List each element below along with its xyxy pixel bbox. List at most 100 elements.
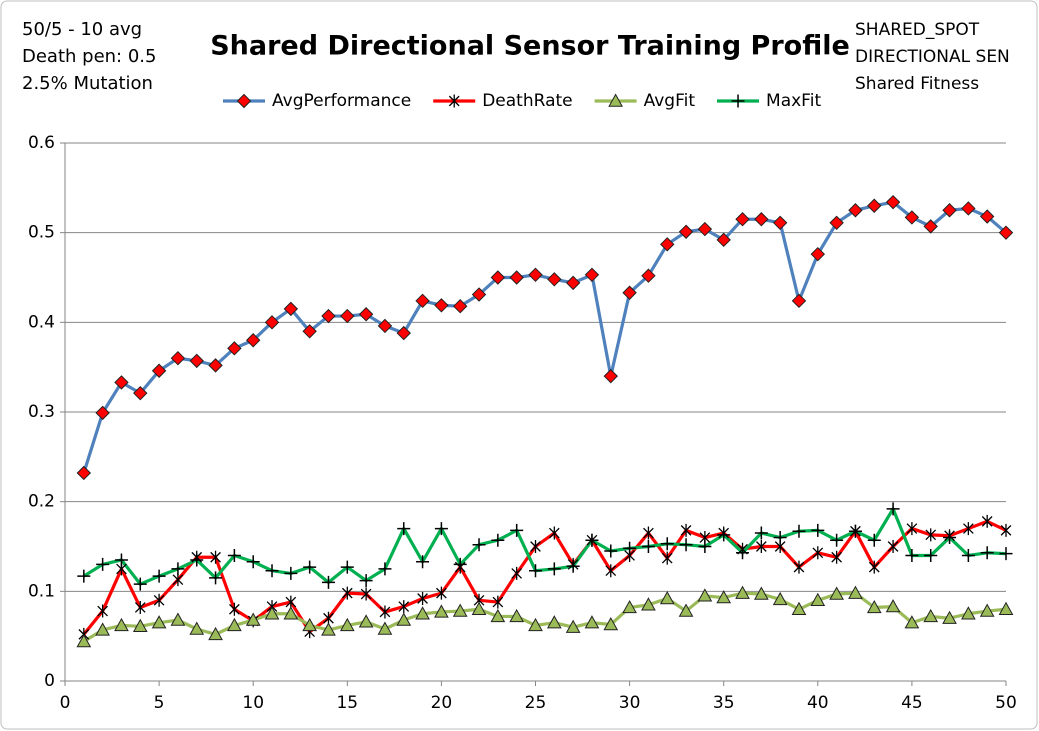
marker — [95, 622, 110, 636]
marker — [303, 560, 317, 574]
x-tick-label: 50 — [995, 693, 1017, 713]
marker — [490, 608, 506, 623]
marker — [114, 617, 129, 632]
marker — [756, 540, 767, 553]
marker — [284, 566, 298, 580]
marker — [811, 523, 825, 537]
note-right: Shared Fitness — [855, 74, 979, 94]
marker — [321, 575, 335, 589]
marker — [943, 531, 957, 545]
marker — [339, 617, 355, 632]
marker — [641, 597, 656, 611]
marker — [151, 363, 167, 378]
legend-marker — [448, 94, 460, 108]
marker — [736, 546, 750, 560]
marker — [584, 615, 600, 629]
marker — [509, 270, 524, 285]
marker — [942, 203, 957, 218]
x-tick-label: 30 — [619, 693, 641, 713]
note-right: SHARED_SPOT — [855, 20, 980, 40]
marker — [379, 605, 391, 619]
marker — [848, 585, 863, 599]
y-tick-label: 0 — [44, 671, 55, 691]
marker — [980, 546, 994, 560]
marker — [76, 634, 92, 648]
marker — [885, 194, 901, 210]
marker — [97, 604, 108, 618]
marker — [245, 612, 261, 626]
marker — [171, 562, 185, 576]
marker — [415, 606, 430, 620]
marker — [264, 315, 280, 330]
marker — [680, 523, 692, 537]
marker — [132, 618, 148, 633]
marker — [963, 522, 974, 536]
marker — [925, 528, 937, 542]
marker — [661, 551, 673, 565]
marker — [133, 385, 148, 401]
marker — [189, 353, 204, 369]
marker — [471, 601, 487, 615]
marker — [434, 298, 449, 313]
marker — [321, 308, 336, 324]
marker — [923, 608, 939, 623]
x-tick-label: 40 — [807, 693, 829, 713]
marker — [229, 602, 240, 616]
marker — [793, 560, 805, 574]
chart-title: Shared Directional Sensor Training Profi… — [210, 31, 850, 62]
marker — [153, 593, 165, 607]
marker — [753, 586, 769, 600]
x-tick-label: 20 — [431, 693, 453, 713]
marker — [829, 586, 844, 600]
marker — [227, 341, 242, 356]
marker — [754, 526, 768, 540]
marker — [546, 615, 562, 629]
marker — [453, 557, 467, 571]
marker — [378, 562, 392, 576]
marker — [227, 617, 242, 632]
marker — [678, 603, 694, 617]
legend-marker — [608, 93, 623, 107]
marker — [189, 621, 205, 635]
marker — [340, 308, 355, 324]
marker — [717, 528, 731, 542]
marker — [961, 606, 976, 620]
marker — [697, 588, 713, 602]
marker — [283, 301, 299, 317]
marker — [302, 617, 318, 632]
marker — [605, 564, 617, 578]
marker — [831, 550, 842, 564]
marker — [1000, 523, 1012, 537]
marker — [886, 502, 900, 516]
marker — [924, 548, 938, 562]
marker — [114, 375, 129, 390]
marker — [377, 318, 393, 334]
y-tick-label: 0.1 — [28, 581, 55, 601]
marker — [999, 547, 1013, 561]
marker — [867, 533, 881, 547]
marker — [773, 531, 787, 545]
legend-marker — [236, 93, 252, 109]
marker — [227, 548, 241, 562]
marker — [530, 540, 541, 553]
marker — [548, 526, 560, 540]
marker — [961, 548, 975, 562]
marker — [510, 523, 524, 537]
marker — [453, 298, 468, 314]
marker — [848, 203, 863, 218]
marker — [208, 626, 223, 641]
marker — [603, 368, 618, 384]
legend: AvgPerformance DeathRate AvgFit MaxFit — [223, 91, 821, 111]
marker — [340, 560, 354, 574]
marker — [866, 599, 882, 614]
marker — [659, 590, 675, 605]
marker — [76, 465, 92, 481]
marker — [735, 585, 750, 599]
marker — [134, 600, 146, 614]
marker — [528, 267, 543, 283]
y-tick-label: 0.5 — [28, 223, 55, 243]
marker — [904, 210, 920, 225]
x-tick-label: 10 — [242, 693, 264, 713]
legend-label: DeathRate — [482, 91, 572, 111]
marker — [528, 617, 543, 632]
